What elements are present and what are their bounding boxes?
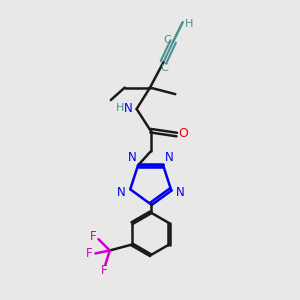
Text: N: N <box>124 102 133 115</box>
Text: H: H <box>184 19 193 29</box>
Text: N: N <box>176 186 184 199</box>
Text: C: C <box>160 63 168 73</box>
Text: C: C <box>164 35 171 45</box>
Text: F: F <box>90 230 96 243</box>
Text: F: F <box>100 264 107 277</box>
Text: F: F <box>86 247 93 260</box>
Text: O: O <box>178 128 188 140</box>
Text: N: N <box>164 151 173 164</box>
Text: N: N <box>117 186 126 199</box>
Text: H: H <box>116 103 124 113</box>
Text: N: N <box>128 151 137 164</box>
